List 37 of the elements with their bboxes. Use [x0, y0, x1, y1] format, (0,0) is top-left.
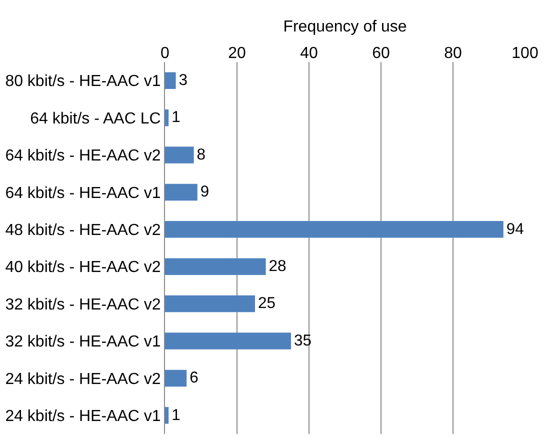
- bar: [165, 221, 504, 238]
- data-label: 94: [506, 220, 524, 238]
- x-tick-label: 20: [228, 44, 246, 62]
- bar: [165, 370, 187, 387]
- y-tick-label: 32 kbit/s - HE-AAC v1: [5, 334, 161, 351]
- data-label: 28: [268, 258, 287, 276]
- data-label: 3: [178, 72, 188, 90]
- y-tick-label: 32 kbit/s - HE-AAC v2: [5, 296, 161, 314]
- x-tick-label: 100: [512, 44, 538, 62]
- y-tick-label: 40 kbit/s - HE-AAC v2: [5, 259, 161, 276]
- data-label: 1: [172, 406, 180, 424]
- data-label: 25: [258, 295, 276, 312]
- x-tick-label: 40: [300, 44, 318, 62]
- bar: [165, 184, 198, 201]
- x-tick-label: 60: [372, 44, 390, 62]
- bar: [165, 332, 291, 350]
- data-label: 1: [172, 109, 180, 126]
- bar: [165, 407, 169, 424]
- bar: [165, 72, 176, 89]
- data-label: 9: [200, 184, 210, 201]
- bar: [165, 295, 255, 312]
- data-label: 6: [190, 370, 199, 387]
- data-label: 35: [294, 332, 312, 350]
- bar: [165, 258, 266, 275]
- x-axis-title: Frequency of use: [283, 18, 407, 36]
- x-tick-label: 0: [160, 44, 170, 62]
- x-tick-label: 80: [444, 44, 462, 62]
- y-tick-label: 24 kbit/s - HE-AAC v2: [5, 370, 161, 388]
- y-tick-label: 48 kbit/s - HE-AAC v2: [5, 222, 161, 239]
- y-tick-label: 80 kbit/s - HE-AAC v1: [5, 73, 161, 90]
- y-tick-label: 24 kbit/s - HE-AAC v1: [5, 408, 161, 425]
- y-tick-label: 64 kbit/s - HE-AAC v2: [5, 148, 161, 165]
- data-label: 8: [196, 146, 206, 164]
- y-tick-label: 64 kbit/s - AAC LC: [30, 110, 161, 128]
- bar: [165, 109, 169, 126]
- y-tick-label: 64 kbit/s - HE-AAC v1: [5, 184, 161, 202]
- bar: [165, 146, 194, 164]
